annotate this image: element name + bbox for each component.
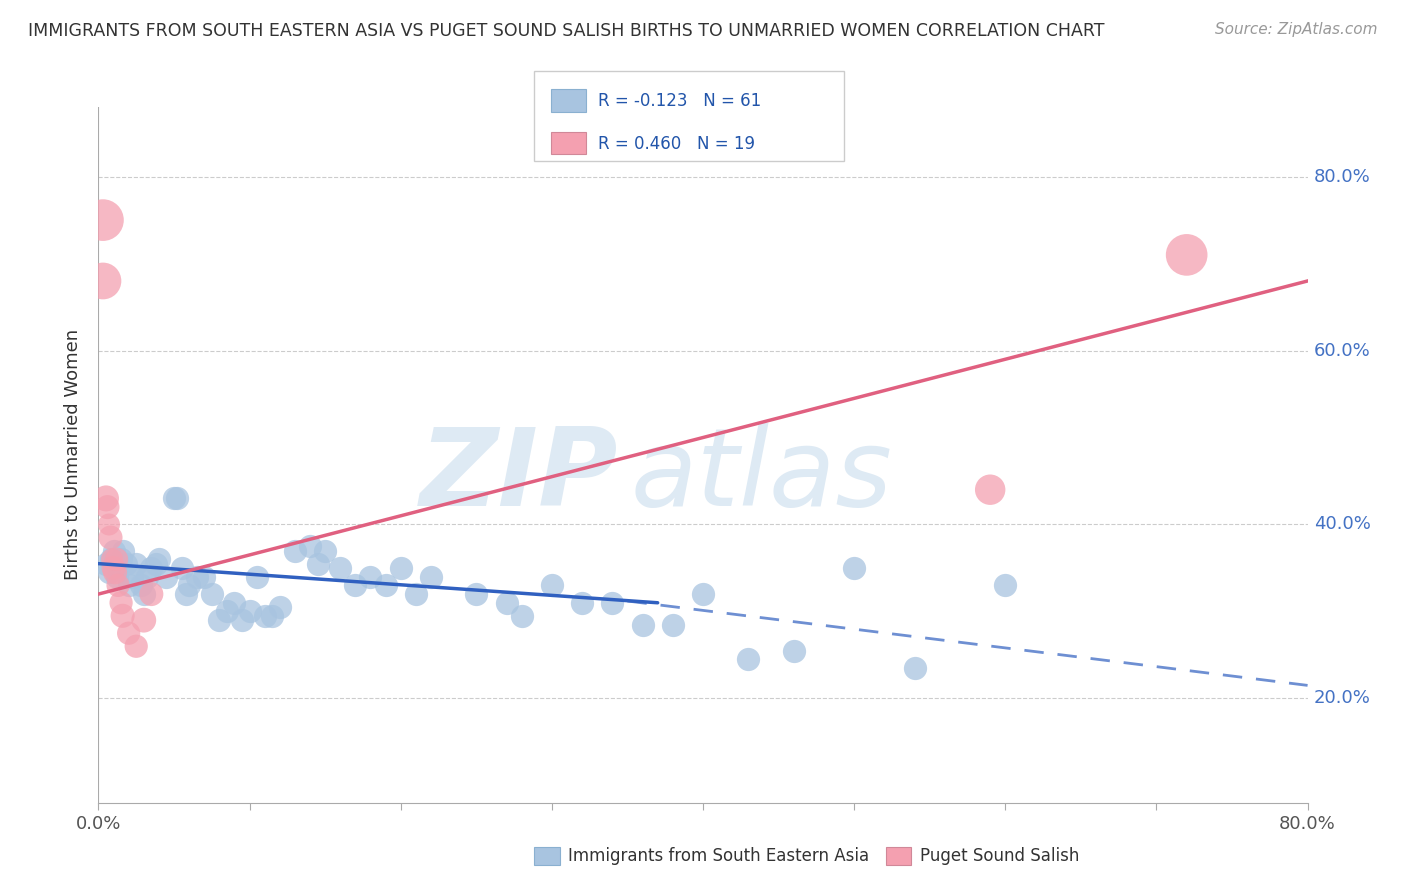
- Text: atlas: atlas: [630, 424, 893, 528]
- Text: Immigrants from South Eastern Asia: Immigrants from South Eastern Asia: [568, 847, 869, 865]
- Point: [104, 566, 127, 580]
- Text: Puget Sound Salish: Puget Sound Salish: [920, 847, 1078, 865]
- Point: [101, 552, 124, 566]
- Point: [114, 557, 136, 571]
- Point: [360, 570, 382, 584]
- Text: ZIP: ZIP: [420, 423, 619, 529]
- Point: [135, 570, 157, 584]
- Point: [465, 587, 488, 601]
- Point: [193, 570, 215, 584]
- Point: [125, 557, 148, 571]
- Point: [692, 587, 714, 601]
- Point: [91, 213, 114, 227]
- Text: R = -0.123   N = 61: R = -0.123 N = 61: [598, 92, 761, 110]
- Text: 60.0%: 60.0%: [1313, 342, 1371, 359]
- Point: [314, 543, 336, 558]
- Point: [103, 543, 125, 558]
- Point: [110, 552, 132, 566]
- Text: IMMIGRANTS FROM SOUTH EASTERN ASIA VS PUGET SOUND SALISH BIRTHS TO UNMARRIED WOM: IMMIGRANTS FROM SOUTH EASTERN ASIA VS PU…: [28, 22, 1105, 40]
- Point: [110, 596, 132, 610]
- Point: [155, 570, 177, 584]
- Point: [145, 557, 167, 571]
- Point: [329, 561, 352, 575]
- Point: [510, 608, 533, 623]
- Point: [111, 608, 134, 623]
- Point: [239, 605, 262, 619]
- Point: [262, 608, 284, 623]
- Point: [118, 578, 141, 592]
- Point: [105, 570, 128, 584]
- Point: [201, 587, 224, 601]
- Point: [91, 274, 114, 288]
- Point: [94, 491, 117, 506]
- Point: [307, 557, 329, 571]
- Point: [246, 570, 269, 584]
- Point: [163, 491, 186, 506]
- Point: [215, 605, 238, 619]
- Text: 40.0%: 40.0%: [1313, 516, 1371, 533]
- Point: [405, 587, 427, 601]
- Point: [105, 552, 128, 566]
- Point: [737, 652, 759, 666]
- Point: [94, 557, 117, 571]
- Point: [96, 500, 118, 514]
- Point: [118, 626, 141, 640]
- Point: [121, 570, 143, 584]
- Point: [166, 491, 188, 506]
- Text: Source: ZipAtlas.com: Source: ZipAtlas.com: [1215, 22, 1378, 37]
- Point: [571, 596, 593, 610]
- Point: [602, 596, 624, 610]
- Text: R = 0.460   N = 19: R = 0.460 N = 19: [598, 135, 755, 153]
- Point: [107, 578, 129, 592]
- Point: [132, 587, 155, 601]
- Point: [103, 561, 125, 575]
- Point: [661, 617, 683, 632]
- Point: [98, 517, 121, 532]
- Point: [125, 639, 148, 653]
- Point: [186, 570, 208, 584]
- Point: [284, 543, 307, 558]
- Point: [141, 587, 163, 601]
- Point: [107, 561, 129, 575]
- Point: [540, 578, 562, 592]
- Point: [100, 531, 122, 545]
- Y-axis label: Births to Unmarried Women: Births to Unmarried Women: [65, 329, 83, 581]
- Point: [111, 543, 134, 558]
- Point: [374, 578, 396, 592]
- Point: [231, 613, 253, 627]
- Point: [1175, 248, 1198, 262]
- Text: 20.0%: 20.0%: [1313, 690, 1371, 707]
- Point: [389, 561, 412, 575]
- Point: [129, 578, 152, 592]
- Point: [269, 600, 291, 615]
- Point: [419, 570, 441, 584]
- Point: [344, 578, 367, 592]
- Point: [994, 578, 1017, 592]
- Point: [844, 561, 866, 575]
- Point: [132, 613, 155, 627]
- Point: [148, 552, 170, 566]
- Point: [299, 539, 322, 553]
- Point: [782, 643, 804, 657]
- Point: [100, 552, 122, 566]
- Point: [495, 596, 517, 610]
- Text: 80.0%: 80.0%: [1313, 168, 1371, 186]
- Point: [174, 587, 197, 601]
- Point: [170, 561, 193, 575]
- Point: [904, 661, 927, 675]
- Point: [177, 578, 201, 592]
- Point: [208, 613, 231, 627]
- Point: [631, 617, 654, 632]
- Point: [253, 608, 276, 623]
- Point: [141, 561, 163, 575]
- Point: [979, 483, 1001, 497]
- Point: [98, 566, 121, 580]
- Point: [224, 596, 246, 610]
